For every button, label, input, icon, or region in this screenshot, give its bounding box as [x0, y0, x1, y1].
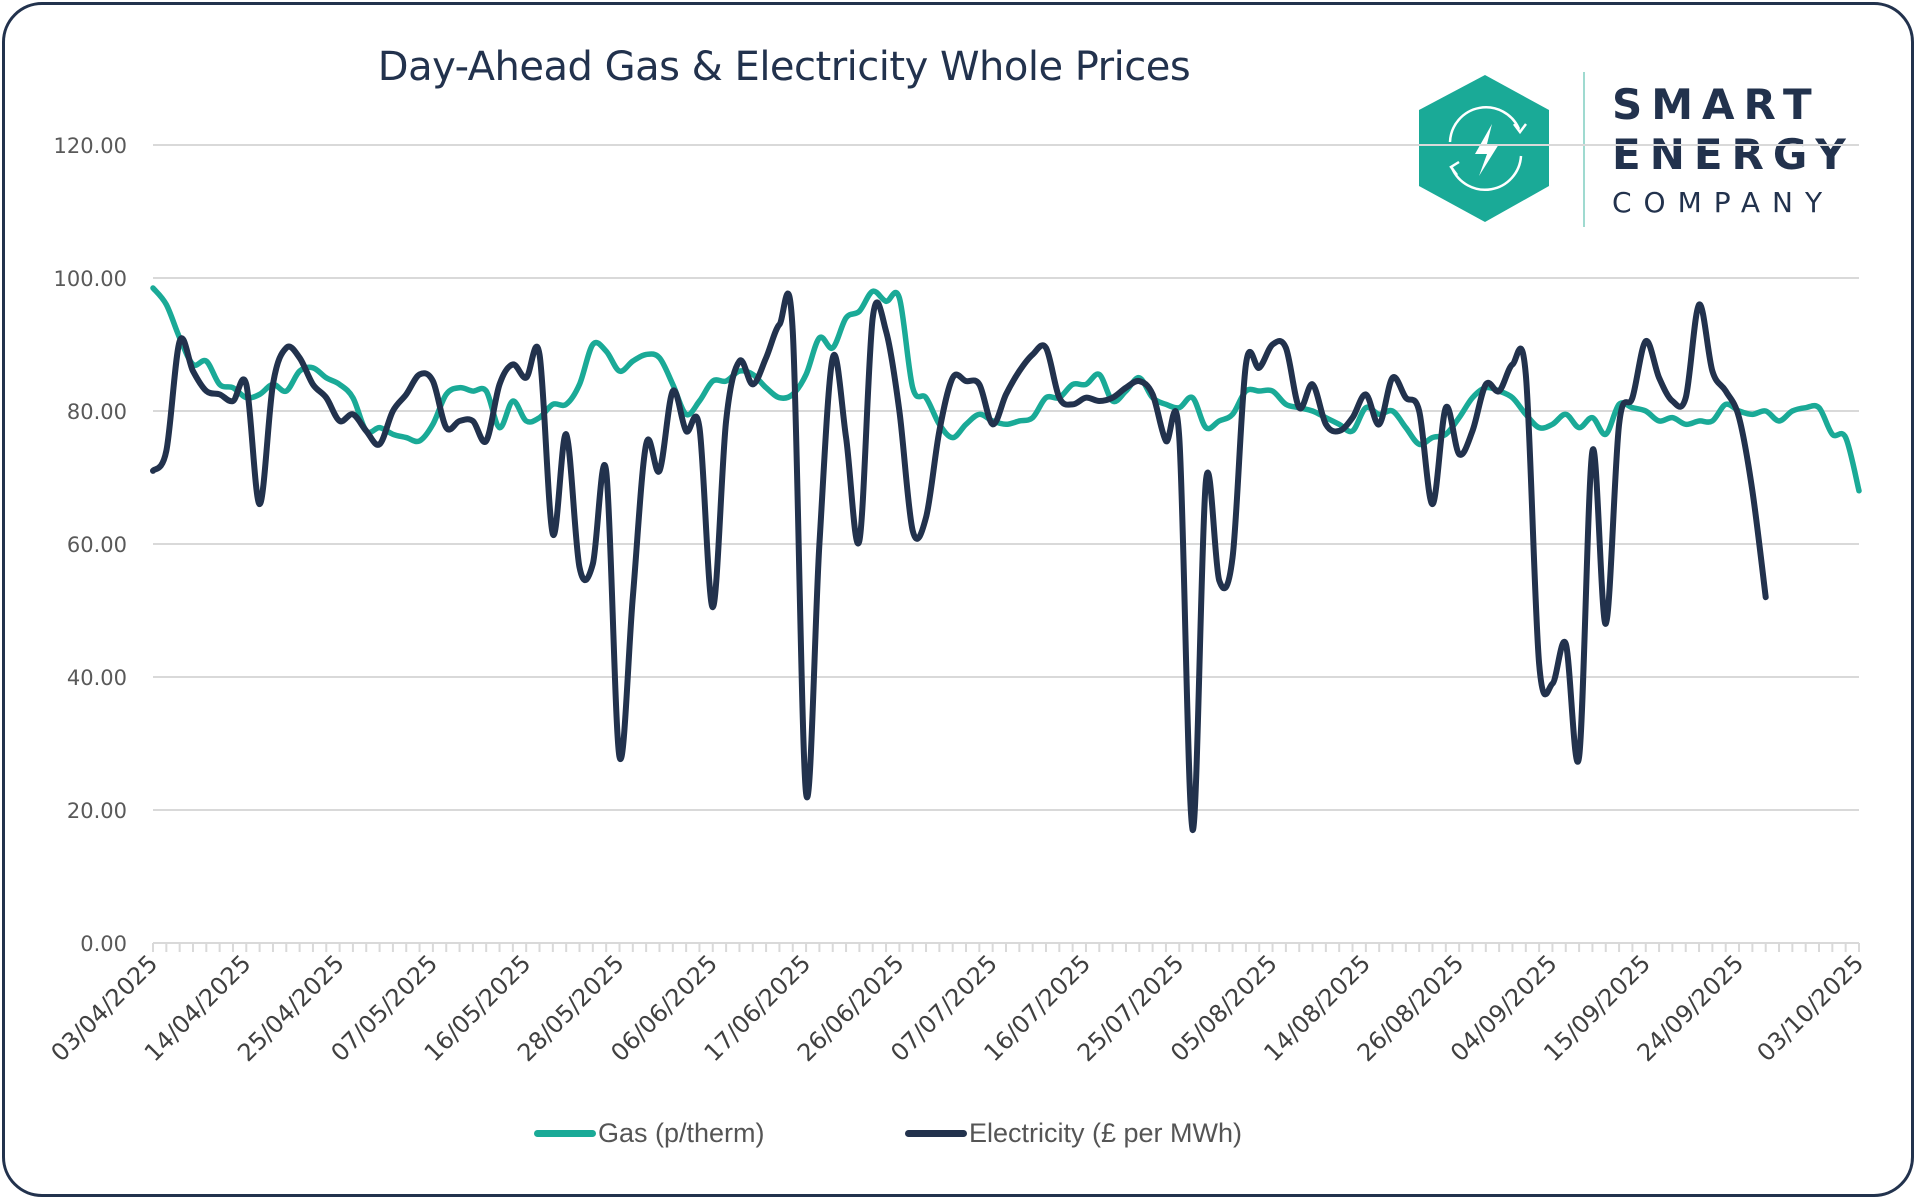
- y-tick-label: 120.00: [54, 134, 127, 158]
- legend-label-gas: Gas (p/therm): [598, 1118, 765, 1148]
- chart-title: Day-Ahead Gas & Electricity Whole Prices: [377, 44, 1191, 90]
- y-tick-label: 40.00: [67, 666, 127, 690]
- y-axis: 0.00 20.00 40.00 60.00 80.00 100.00 120.00: [54, 134, 127, 956]
- y-tick-label: 80.00: [67, 400, 127, 424]
- series-line-gas: [150, 285, 1862, 494]
- gridlines: [153, 144, 1859, 811]
- legend: Gas (p/therm) Electricity (£ per MWh): [0, 1118, 1920, 1158]
- y-tick-label: 60.00: [67, 533, 127, 557]
- legend-item-gas: Gas (p/therm): [534, 1118, 765, 1149]
- series-lines: [150, 285, 1862, 833]
- x-tick-label: 03/10/2025: [1752, 949, 1870, 1067]
- brand-logo: [1419, 75, 1549, 222]
- logo-text-energy: ENERGY: [1612, 130, 1855, 179]
- y-tick-label: 100.00: [54, 267, 127, 291]
- hexagon-bolt-icon: [1419, 75, 1549, 222]
- y-tick-label: 0.00: [80, 932, 127, 956]
- x-axis: 03/04/202514/04/202525/04/202507/05/2025…: [46, 942, 1870, 1067]
- y-tick-label: 20.00: [67, 799, 127, 823]
- legend-label-electricity: Electricity (£ per MWh): [969, 1118, 1243, 1148]
- logo-text-company: COMPANY: [1612, 186, 1835, 219]
- logo-text-smart: SMART: [1612, 80, 1821, 129]
- legend-swatch-electricity: [905, 1130, 967, 1137]
- logo-divider: [1583, 72, 1585, 227]
- legend-item-electricity: Electricity (£ per MWh): [905, 1118, 1242, 1149]
- series-line-electricity: [150, 290, 1769, 833]
- legend-swatch-gas: [534, 1130, 596, 1137]
- line-chart: 0.00 20.00 40.00 60.00 80.00 100.00 120.00 03/…: [46, 134, 1870, 1067]
